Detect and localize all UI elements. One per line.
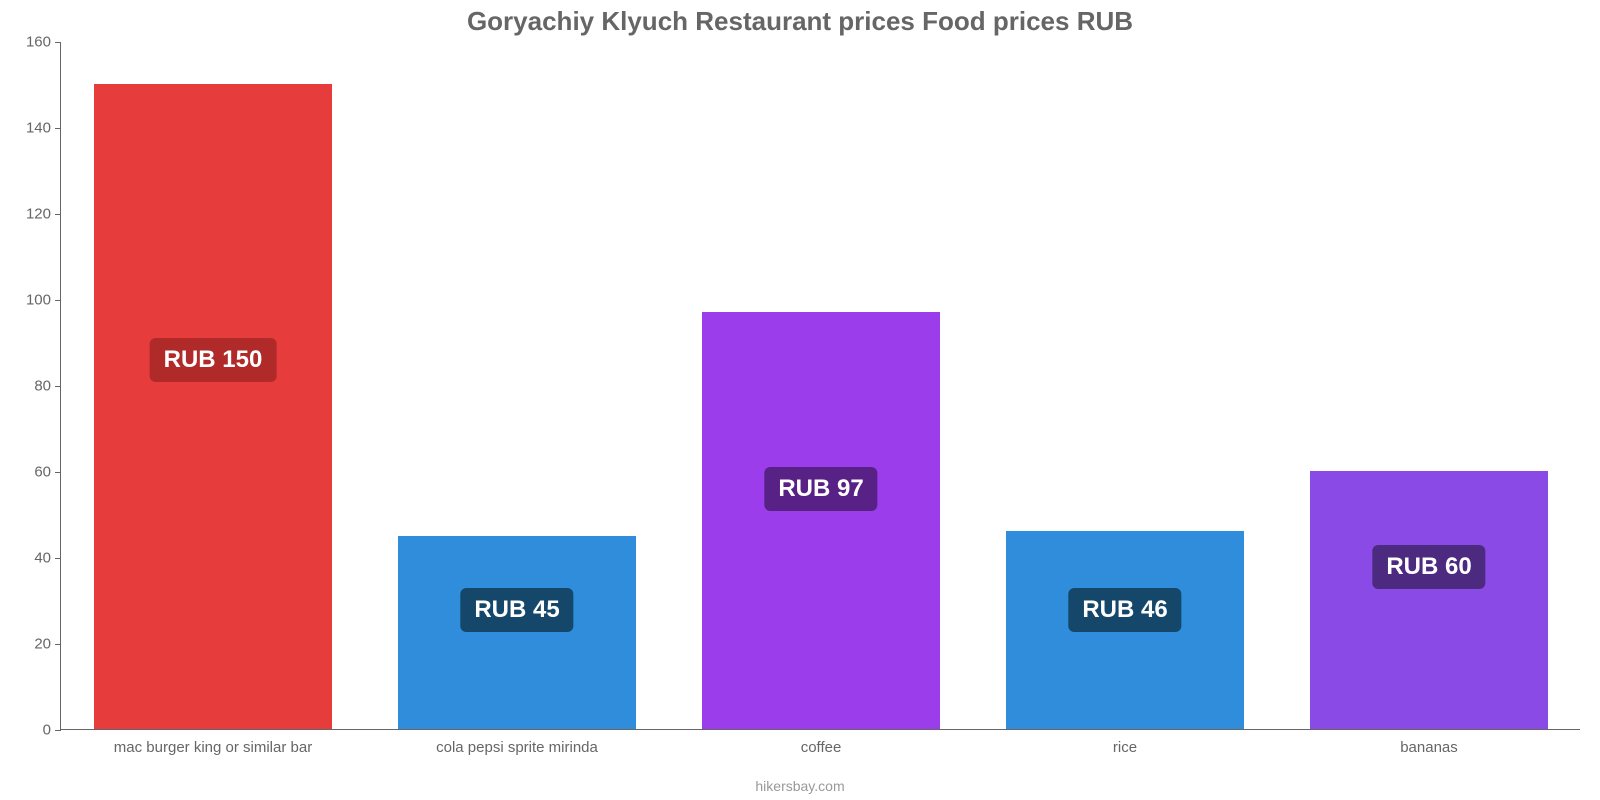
plot-area: 020406080100120140160mac burger king or … xyxy=(60,42,1580,730)
y-tick xyxy=(55,214,61,215)
chart-footer: hikersbay.com xyxy=(0,778,1600,794)
y-axis-label: 140 xyxy=(11,120,51,137)
y-tick xyxy=(55,128,61,129)
y-axis-label: 80 xyxy=(11,378,51,395)
x-axis-label: rice xyxy=(1113,739,1137,756)
y-axis-label: 40 xyxy=(11,550,51,567)
chart-title: Goryachiy Klyuch Restaurant prices Food … xyxy=(0,6,1600,37)
y-tick xyxy=(55,472,61,473)
y-axis-label: 20 xyxy=(11,636,51,653)
x-axis-label: coffee xyxy=(801,739,842,756)
bar-value-label: RUB 46 xyxy=(1068,588,1181,632)
y-tick xyxy=(55,558,61,559)
y-tick xyxy=(55,300,61,301)
y-tick xyxy=(55,386,61,387)
bar-value-label: RUB 60 xyxy=(1372,545,1485,589)
bar xyxy=(702,312,939,729)
bar xyxy=(94,84,331,729)
chart-container: Goryachiy Klyuch Restaurant prices Food … xyxy=(0,0,1600,800)
bar-value-label: RUB 45 xyxy=(460,588,573,632)
y-tick xyxy=(55,730,61,731)
bar-value-label: RUB 150 xyxy=(150,338,277,382)
y-tick xyxy=(55,644,61,645)
bar xyxy=(398,536,635,730)
y-axis-label: 160 xyxy=(11,34,51,51)
y-axis-label: 120 xyxy=(11,206,51,223)
bar xyxy=(1310,471,1547,729)
x-axis-label: bananas xyxy=(1400,739,1458,756)
x-axis-label: cola pepsi sprite mirinda xyxy=(436,739,598,756)
y-tick xyxy=(55,42,61,43)
bar-value-label: RUB 97 xyxy=(764,467,877,511)
x-axis-label: mac burger king or similar bar xyxy=(114,739,312,756)
y-axis-label: 0 xyxy=(11,722,51,739)
y-axis-label: 100 xyxy=(11,292,51,309)
y-axis-label: 60 xyxy=(11,464,51,481)
